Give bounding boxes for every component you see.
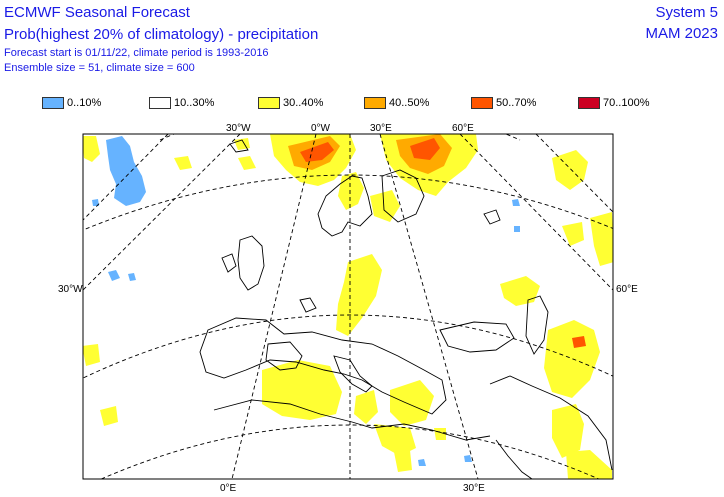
- yellow-area-ural: [552, 150, 588, 190]
- legend-label: 70..100%: [603, 97, 650, 109]
- yellow-area: [566, 450, 612, 479]
- yellow-area: [394, 450, 412, 472]
- coastline-iceland: [229, 139, 249, 153]
- blue-area: [108, 270, 120, 281]
- legend-item-40-50: 40..50%: [364, 95, 429, 111]
- blue-area: [512, 199, 520, 206]
- yellow-area-central-europe: [336, 254, 382, 336]
- coastline-ireland: [221, 253, 237, 273]
- system-label: System 5: [655, 4, 718, 21]
- yellow-area: [434, 428, 446, 440]
- legend: 0..10% 10..30% 30..40% 40..50% 50..70% 7…: [0, 95, 724, 111]
- label-bottom-30e: 30°E: [463, 483, 485, 494]
- coastline-caspian: [525, 295, 549, 355]
- meridian-line: [83, 134, 241, 291]
- yellow-area: [174, 156, 192, 170]
- legend-swatch: [364, 97, 386, 109]
- legend-label: 10..30%: [174, 97, 215, 109]
- legend-swatch: [258, 97, 280, 109]
- legend-swatch: [471, 97, 493, 109]
- blue-area: [418, 459, 426, 466]
- legend-swatch: [42, 97, 64, 109]
- yellow-area-aegean: [390, 380, 434, 426]
- yellow-area-libya: [374, 424, 416, 456]
- forecast-map: 30°W 0°W 30°E 60°E 30°W 60°E 0°E 30°E: [58, 123, 638, 494]
- blue-area: [514, 226, 520, 232]
- coastlines: [199, 139, 613, 479]
- legend-item-70-100: 70..100%: [578, 95, 649, 111]
- meridian-line: [231, 134, 317, 479]
- legend-swatch: [149, 97, 171, 109]
- label-right-60e: 60°E: [616, 284, 638, 295]
- season-label: MAM 2023: [645, 25, 718, 42]
- label-top-30w: 30°W: [226, 123, 251, 134]
- coastline-novaya-zemlya: [483, 209, 501, 225]
- yellow-area-baltic: [370, 190, 400, 222]
- coastline-middle-east: [489, 375, 613, 471]
- parallel-line: [100, 424, 600, 479]
- parallel-line: [83, 174, 613, 231]
- legend-label: 50..70%: [496, 97, 537, 109]
- blue-area-atlantic: [106, 136, 146, 206]
- blue-area: [128, 273, 136, 281]
- legend-item-10-30: 10..30%: [149, 95, 214, 111]
- legend-label: 0..10%: [67, 97, 102, 109]
- coastline-iberia: [265, 341, 303, 371]
- meridian-line: [535, 134, 613, 213]
- yellow-area: [590, 212, 613, 266]
- coastline-red-sea: [495, 439, 533, 479]
- map-frame: [82, 133, 614, 480]
- parallel-line: [83, 314, 613, 379]
- coastline-scandinavia: [317, 175, 373, 237]
- yellow-area-caspian: [500, 276, 540, 306]
- map-title: ECMWF Seasonal Forecast: [4, 4, 190, 21]
- graticule: [83, 134, 613, 479]
- label-left-30w: 30°W: [58, 284, 83, 295]
- yellow-area: [354, 390, 378, 424]
- map-content: [83, 134, 613, 479]
- yellow-area: [100, 406, 118, 426]
- yellow-area: [83, 136, 100, 162]
- legend-swatch: [578, 97, 600, 109]
- legend-item-50-70: 50..70%: [471, 95, 536, 111]
- forecast-info: Forecast start is 01/11/22, climate peri…: [4, 47, 269, 59]
- label-top-30e: 30°E: [370, 123, 392, 134]
- blue-area: [92, 199, 99, 206]
- red-area-barents: [410, 138, 440, 160]
- yellow-area: [83, 344, 100, 366]
- red-area-norwegian-sea: [300, 142, 334, 162]
- yellow-area-middle-east: [544, 320, 600, 398]
- coastline-finland: [381, 169, 425, 223]
- coastline-detail: [299, 297, 317, 313]
- yellow-area: [238, 156, 256, 170]
- label-bottom-0: 0°E: [220, 483, 237, 494]
- label-top-0: 0°W: [311, 123, 331, 134]
- coastline-british-isles: [237, 235, 265, 291]
- yellow-area-arabia: [552, 404, 584, 458]
- ensemble-info: Ensemble size = 51, climate size = 600: [4, 62, 195, 74]
- coastline-black-sea: [439, 321, 515, 353]
- legend-label: 40..50%: [389, 97, 430, 109]
- meridian-line: [379, 134, 479, 479]
- map-subtitle: Prob(highest 20% of climatology) - preci…: [4, 26, 319, 43]
- yellow-area-mediterranean: [262, 360, 342, 420]
- yellow-area: [562, 222, 584, 246]
- meridian-line: [83, 134, 169, 221]
- high-probability-areas: [300, 138, 586, 348]
- coastline-italy: [333, 355, 373, 393]
- coastline-southern-europe: [199, 317, 447, 415]
- low-probability-areas: [92, 136, 520, 466]
- legend-item-30-40: 30..40%: [258, 95, 323, 111]
- blue-area: [464, 455, 472, 462]
- legend-item-0-10: 0..10%: [42, 95, 101, 111]
- label-top-60e: 60°E: [452, 123, 474, 134]
- meridian-line: [459, 134, 613, 291]
- red-area: [572, 336, 586, 348]
- legend-label: 30..40%: [283, 97, 324, 109]
